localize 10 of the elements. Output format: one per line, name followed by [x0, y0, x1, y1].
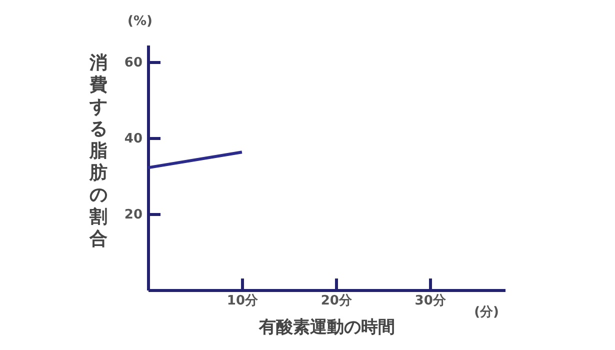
y-tick-label: 60 — [124, 56, 142, 71]
text: (%) — [128, 14, 152, 29]
x-tick-label: 20分 — [320, 294, 353, 308]
y-tick-label: 20 — [124, 208, 142, 223]
x-axis-title: 有酸素運動の時間 — [258, 318, 395, 338]
text: 消費する脂肪の割合 — [90, 52, 108, 250]
y-tick-label: 40 — [124, 132, 142, 147]
text: (分) — [474, 305, 499, 320]
x-tick-label: 10分 — [226, 294, 259, 308]
x-tick-label: 30分 — [414, 294, 447, 308]
